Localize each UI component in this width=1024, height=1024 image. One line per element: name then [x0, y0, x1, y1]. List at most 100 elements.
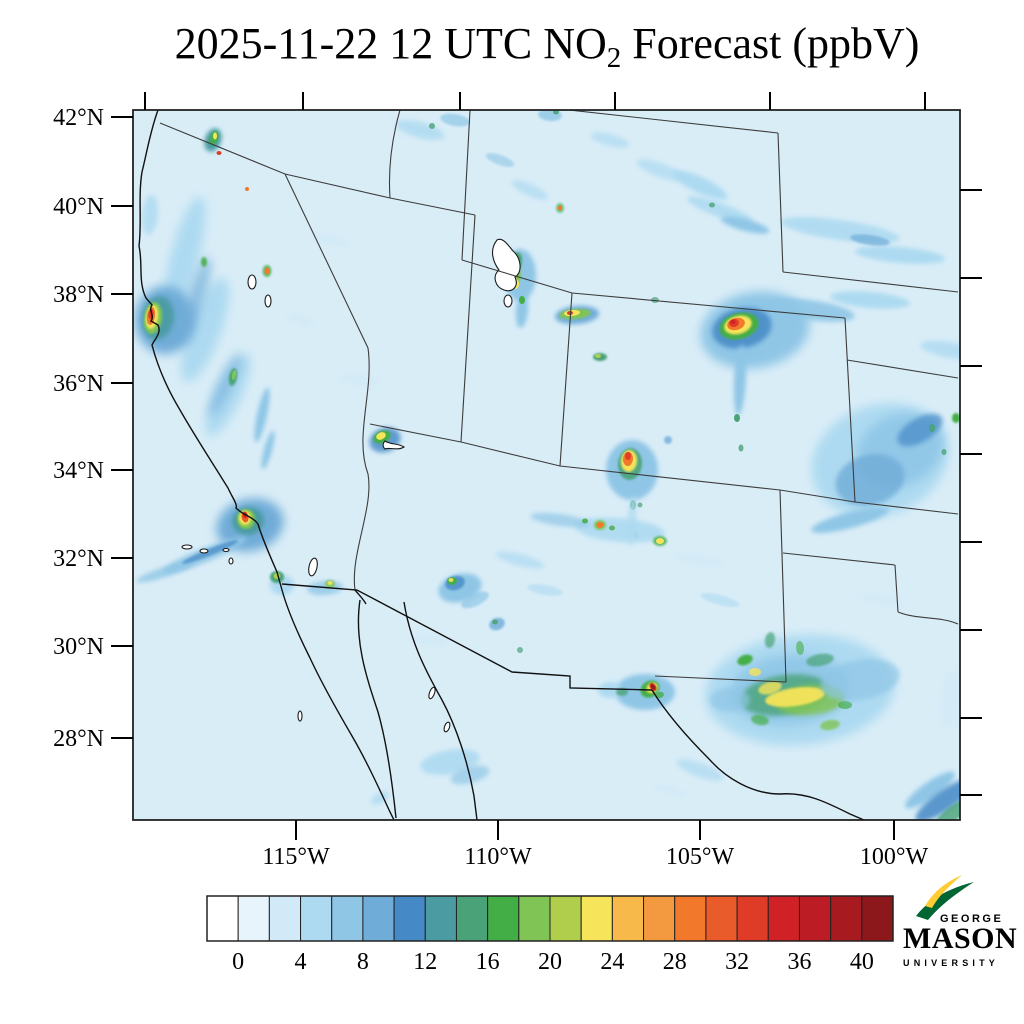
no2-plume	[395, 119, 445, 141]
no2-plume	[855, 246, 945, 264]
no2-plume	[820, 719, 840, 731]
colorbar-cell	[487, 895, 520, 942]
colorbar-cell	[206, 895, 239, 942]
colorbar-cell	[674, 895, 707, 942]
border-oregon-idaho	[388, 110, 401, 199]
logo-gold-swoosh-icon	[925, 875, 962, 908]
channel-island	[181, 544, 193, 550]
colorbar-label: 40	[850, 949, 874, 975]
no2-plume	[340, 373, 380, 387]
map-panel: 42°N 40°N 38°N 36°N 34°N 32°N 30°N 28°N 115°W 110…	[53, 92, 982, 870]
no2-plume	[929, 424, 935, 432]
no2-plume	[897, 413, 943, 447]
lake-mead	[382, 440, 405, 450]
border-california-nevada	[284, 173, 369, 349]
colorado-river-delta	[354, 589, 367, 605]
colorbar-cell	[643, 895, 676, 942]
colorbar-label: 0	[232, 949, 244, 975]
no2-plume	[511, 179, 549, 201]
lat-tick-label: 42°N	[53, 105, 104, 131]
no2-plume	[738, 444, 744, 452]
no2-plume	[264, 267, 270, 275]
colorbar-label: 12	[413, 949, 437, 975]
no2-plume	[855, 592, 905, 608]
mexico-mainland-coast	[403, 601, 478, 820]
no2-plume	[751, 714, 769, 726]
no2-plume	[517, 647, 523, 653]
border-100w	[894, 564, 899, 613]
no2-plume	[650, 684, 656, 690]
no2-plume	[558, 205, 562, 211]
no2-plume	[590, 132, 630, 148]
lat-tick-label: 36°N	[53, 371, 104, 397]
colorbar-label: 8	[357, 949, 369, 975]
colorbar-cell	[798, 895, 832, 942]
no2-plume	[637, 502, 643, 508]
no2-plume	[656, 538, 664, 544]
border-newmexico-texas	[779, 489, 787, 683]
no2-plume	[213, 132, 217, 140]
no2-plume	[376, 432, 386, 440]
logo-mason-text: MASON	[903, 922, 1017, 955]
axis-ticks: 42°N 40°N 38°N 36°N 34°N 32°N 30°N 28°N 115°W 110…	[53, 92, 982, 870]
colorbar-cell	[611, 895, 645, 942]
border-nevada-arizona	[369, 423, 462, 443]
no2-plume	[920, 340, 960, 360]
no2-plume	[553, 110, 559, 115]
no2-plume	[733, 345, 747, 415]
no2-plume	[820, 659, 900, 701]
colorbar-cell	[705, 895, 738, 942]
no2-plume	[164, 196, 206, 314]
gulf-island	[443, 721, 451, 733]
no2-plume	[567, 311, 573, 315]
no2-plume	[182, 540, 238, 564]
colorbar-cell	[455, 895, 489, 942]
no2-plume	[598, 682, 622, 698]
no2-plume	[141, 195, 159, 235]
no2-plume	[485, 153, 515, 167]
border-37n	[460, 441, 856, 503]
no2-plume	[758, 681, 782, 695]
no2-plume	[656, 691, 664, 699]
border-32n	[654, 675, 787, 683]
gulf-island	[428, 686, 436, 700]
rio-grande	[651, 689, 865, 820]
border-colorado-river	[353, 347, 370, 591]
border-kansas-oklahoma	[854, 501, 959, 515]
no2-plume	[492, 619, 498, 625]
no2-plume	[261, 430, 275, 470]
colorbar-cell	[268, 895, 302, 942]
no2-plume	[595, 354, 601, 358]
colorbar-label: 16	[476, 949, 500, 975]
no2-plume	[461, 591, 489, 609]
border-41n	[461, 259, 846, 319]
colorbar-cell	[861, 895, 894, 942]
channel-island	[199, 548, 209, 554]
no2-plume	[652, 783, 688, 797]
colorbar: 0 4 8 12 16 20 24 28 32 36 40	[206, 895, 894, 975]
no2-plume	[582, 518, 588, 524]
border-nevada-utah	[460, 214, 476, 443]
channel-island	[228, 557, 234, 565]
no2-plume	[180, 278, 230, 382]
no2-plume	[675, 552, 725, 568]
colorbar-cell	[362, 895, 395, 942]
lon-tick-label: 115°W	[262, 844, 330, 870]
no2-plume	[285, 313, 315, 327]
border-red-river	[897, 611, 959, 625]
utah-lake	[503, 294, 513, 308]
no2-plume	[806, 653, 834, 667]
no2-plume	[651, 297, 659, 303]
no2-plume	[636, 159, 684, 181]
no2-plume	[136, 561, 194, 583]
pyramid-lake	[247, 274, 257, 290]
no2-plume	[730, 320, 736, 324]
baja-east-coast	[357, 599, 397, 819]
us-mexico-border	[281, 583, 653, 691]
no2-plume	[952, 413, 960, 423]
border-42n	[159, 122, 476, 216]
salton-sea	[308, 557, 318, 577]
no2-plume	[370, 791, 390, 805]
colorbar-cell	[830, 895, 863, 942]
colorbar-cell	[580, 895, 613, 942]
